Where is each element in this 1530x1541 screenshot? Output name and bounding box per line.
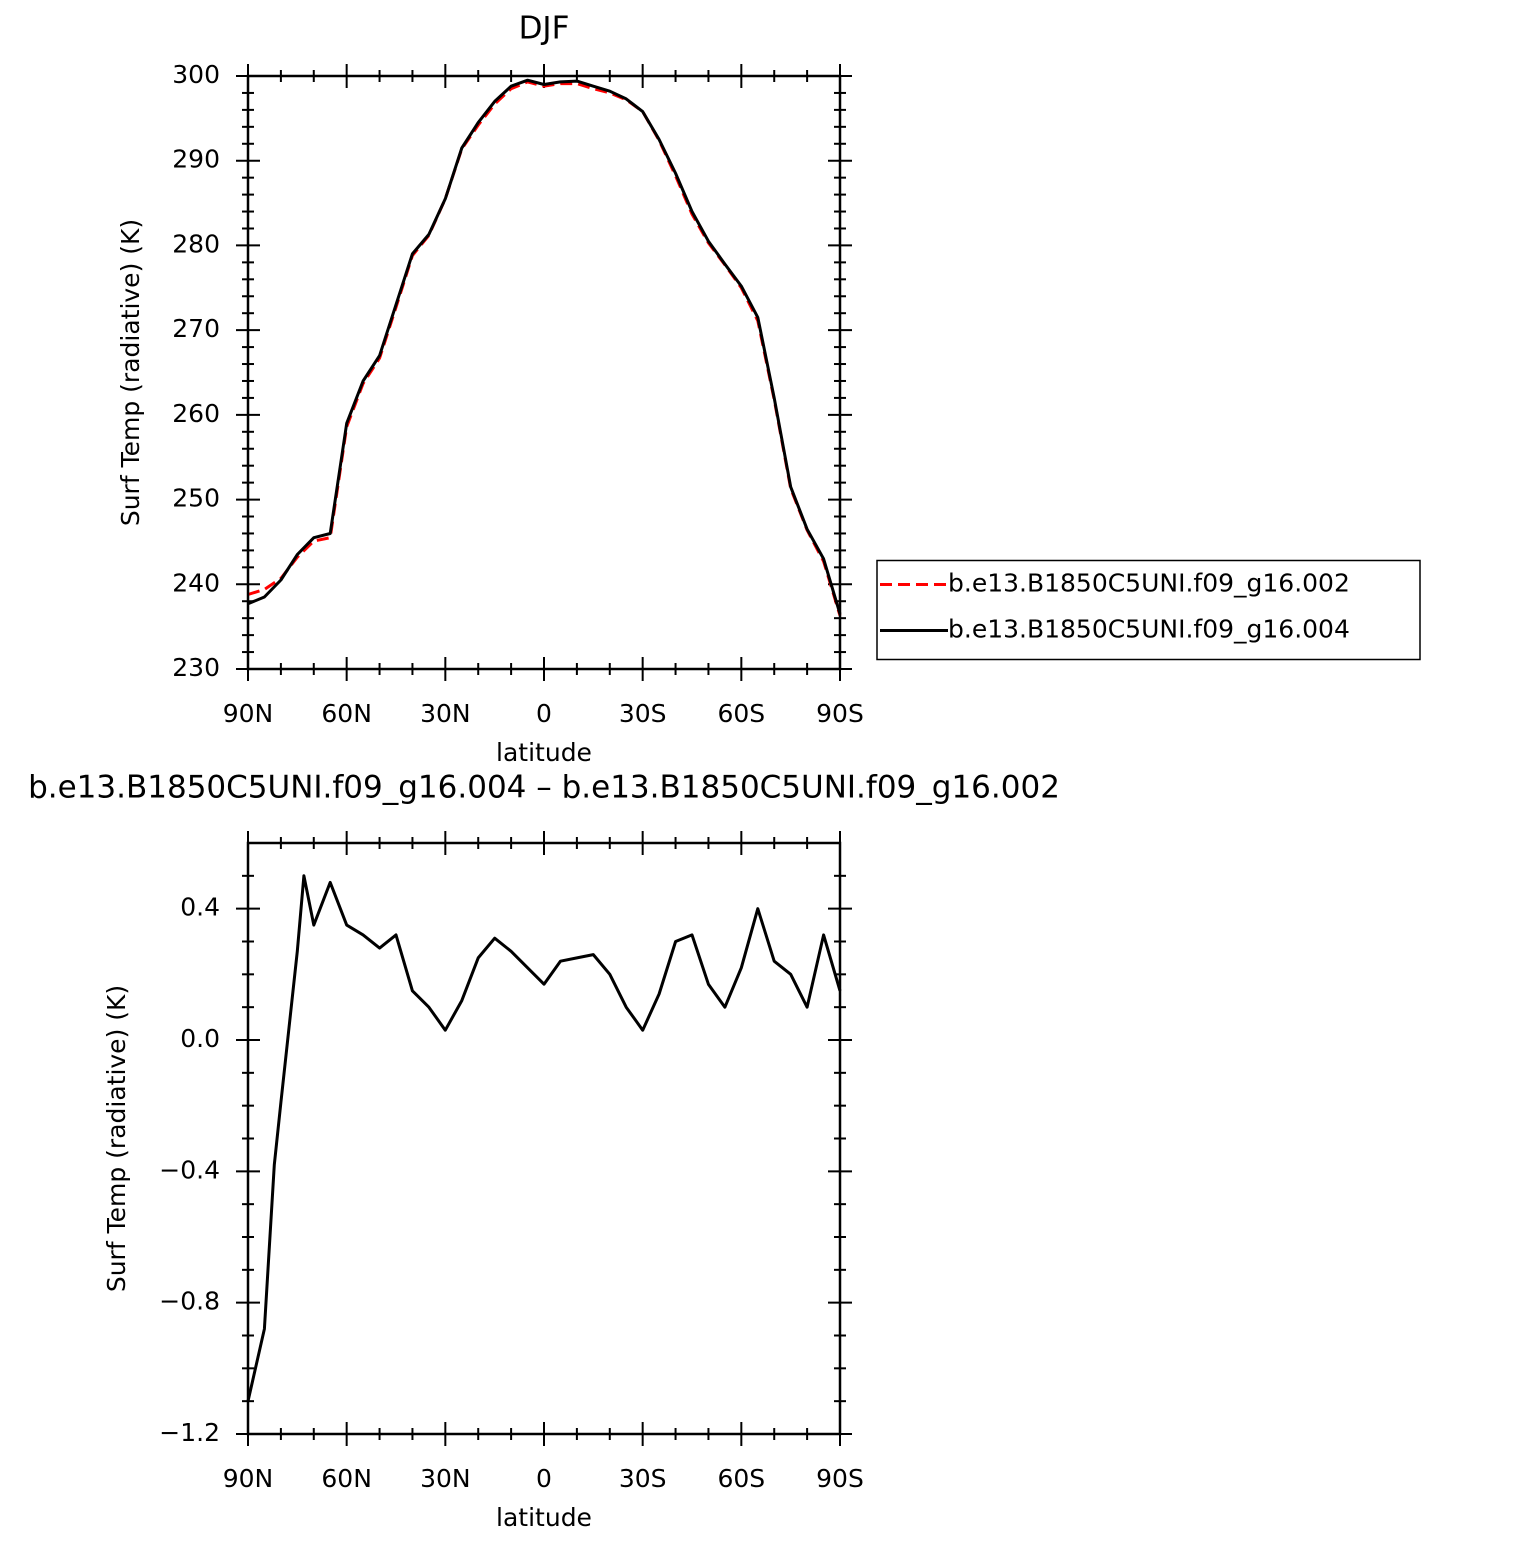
x-tick-label: 30S [619,1464,667,1493]
y-tick-label: 250 [172,484,220,513]
y-tick-label: 230 [172,653,220,682]
chart-title: DJF [519,11,570,47]
x-tick-label: 0 [536,1464,552,1493]
x-tick-label: 30N [420,1464,471,1493]
y-tick-label: 0.4 [180,893,220,922]
y-tick-label: 260 [172,399,220,428]
plot-frame [246,841,842,1436]
y-tick-label: −0.4 [159,1155,220,1184]
x-tick-label: 60N [321,699,372,728]
y-axis-label: Surf Temp (radiative) (K) [116,219,145,526]
x-tick-label: 90S [816,699,864,728]
y-tick-label: 280 [172,229,220,258]
y-tick-label: 0.0 [180,1024,220,1053]
x-tick-label: 30S [619,699,667,728]
x-tick-label: 60N [321,1464,372,1493]
x-tick-label: 90N [223,1464,274,1493]
y-tick-label: 240 [172,568,220,597]
x-tick-label: 90N [223,699,274,728]
series-line [246,874,842,1402]
legend-box [876,559,1421,661]
y-tick-label: 290 [172,145,220,174]
y-axis-label: Surf Temp (radiative) (K) [102,985,131,1292]
x-tick-label: 60S [717,699,765,728]
x-tick-label: 30N [420,699,471,728]
series-line [247,78,842,615]
legend-label: b.e13.B1850C5UNI.f09_g16.002 [948,569,1350,598]
y-tick-label: 270 [172,314,220,343]
series-line [247,80,842,617]
y-tick-label: −1.2 [159,1418,220,1447]
x-tick-label: 0 [536,699,552,728]
chart-title: b.e13.B1850C5UNI.f09_g16.004 – b.e13.B18… [28,770,1060,806]
y-tick-label: −0.8 [159,1287,220,1316]
plot-frame [246,74,842,671]
x-tick-label: 90S [816,1464,864,1493]
x-tick-label: 60S [717,1464,765,1493]
x-axis-label: latitude [496,738,592,767]
y-tick-label: 300 [172,60,220,89]
legend-label: b.e13.B1850C5UNI.f09_g16.004 [948,615,1350,644]
x-axis-label: latitude [496,1503,592,1532]
